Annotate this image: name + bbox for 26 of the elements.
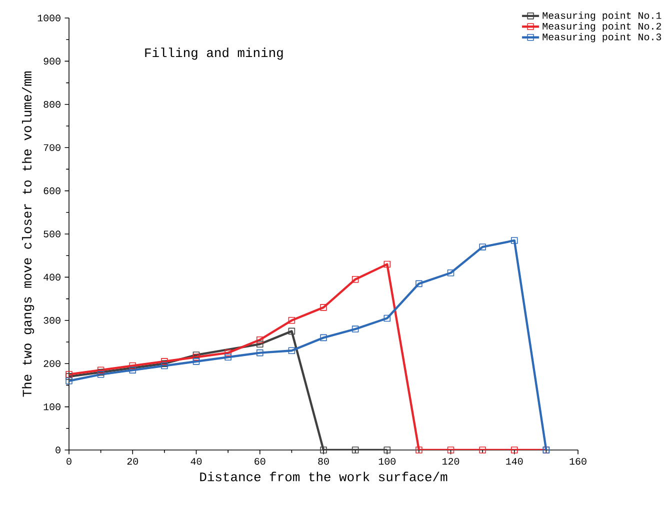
y-tick-label: 300 <box>44 317 60 324</box>
y-tick-label: 500 <box>44 230 60 238</box>
y-tick-label: 400 <box>44 274 60 281</box>
x-tick-label: 140 <box>506 458 523 465</box>
legend-label: Measuring point No.1 <box>542 12 662 21</box>
x-tick-label: 40 <box>190 458 202 465</box>
x-tick-label: 20 <box>127 458 138 465</box>
x-tick-label: 160 <box>570 458 586 465</box>
legend-label: Measuring point No.3 <box>542 32 662 42</box>
y-tick-label: 900 <box>44 58 60 65</box>
y-tick-label: 700 <box>44 144 60 151</box>
x-tick-label: 0 <box>66 458 72 465</box>
y-axis-title: The two gangs move closer to the volume/mm <box>22 72 34 397</box>
x-tick-label: 120 <box>442 458 460 465</box>
x-tick-label: 100 <box>378 458 396 465</box>
y-tick-label: 800 <box>44 101 60 108</box>
y-tick-label: 0 <box>56 446 60 454</box>
x-tick-label: 80 <box>318 458 329 465</box>
y-tick-label: 100 <box>44 403 60 410</box>
annotation: Filling and mining <box>145 48 283 60</box>
x-axis-title: Distance from the work surface/m <box>200 472 448 482</box>
y-tick-label: 200 <box>44 360 60 367</box>
x-tick-label: 60 <box>254 458 266 465</box>
legend-label: Measuring point No.2 <box>542 22 661 32</box>
y-tick-label: 1000 <box>38 14 60 22</box>
y-tick-label: 600 <box>44 187 60 194</box>
